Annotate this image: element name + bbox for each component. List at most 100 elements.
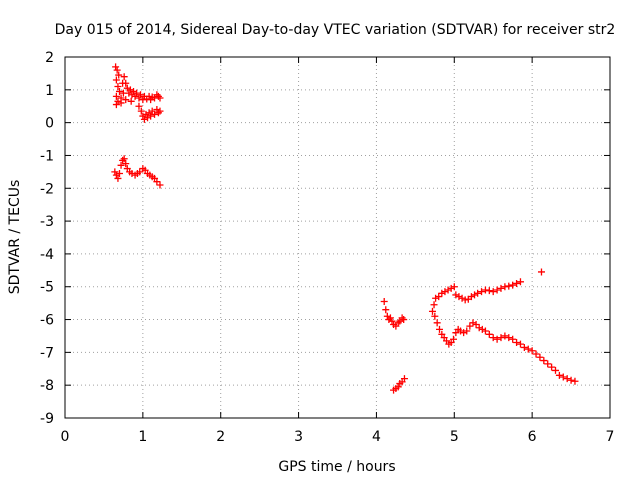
data-point <box>383 312 391 320</box>
data-point <box>112 76 120 84</box>
data-point <box>394 319 402 327</box>
data-point <box>485 287 493 295</box>
data-point <box>520 343 528 351</box>
data-point <box>444 286 452 294</box>
data-point <box>117 161 125 169</box>
y-axis-label: SDTVAR / TECUs <box>7 180 23 295</box>
data-point <box>469 319 477 327</box>
data-point <box>559 373 567 381</box>
y-tick-label: 0 <box>45 116 54 132</box>
data-point <box>380 297 388 305</box>
data-point <box>140 115 148 123</box>
x-tick-label: 6 <box>528 429 537 445</box>
data-point <box>481 327 489 335</box>
data-point <box>433 319 441 327</box>
data-point <box>431 312 439 320</box>
data-point <box>505 334 513 342</box>
data-point <box>438 289 446 297</box>
data-point <box>536 353 544 361</box>
series-upper-early <box>112 63 164 123</box>
data-point <box>513 279 521 287</box>
data-point <box>139 96 147 104</box>
data-point <box>455 293 463 301</box>
data-point <box>501 332 509 340</box>
data-point <box>447 284 455 292</box>
data-point <box>127 97 135 105</box>
data-point <box>513 339 521 347</box>
data-point <box>450 335 458 343</box>
data-point <box>472 320 480 328</box>
y-tick-label: -8 <box>40 378 54 394</box>
data-point <box>128 91 136 99</box>
data-point <box>516 340 524 348</box>
data-point <box>481 286 489 294</box>
data-point <box>114 97 122 105</box>
data-point <box>428 307 436 315</box>
data-point <box>114 174 122 182</box>
data-point <box>509 281 517 289</box>
data-point <box>135 102 143 110</box>
data-point <box>435 325 443 333</box>
data-point <box>114 83 122 91</box>
data-point <box>116 87 123 95</box>
x-tick-label: 4 <box>372 429 381 445</box>
data-point <box>154 109 162 117</box>
grid <box>65 57 610 418</box>
data-point <box>133 89 141 97</box>
data-point <box>475 324 483 332</box>
data-point <box>144 114 152 122</box>
x-tick-label: 5 <box>450 429 459 445</box>
data-point <box>400 316 408 324</box>
y-tick-label: -7 <box>40 345 54 361</box>
data-point <box>139 112 147 120</box>
data-point <box>153 91 161 99</box>
data-points <box>111 63 579 394</box>
x-axis-ticks: 0 1 2 3 4 5 6 7 <box>61 57 614 445</box>
data-point <box>120 73 128 81</box>
data-point <box>123 84 131 92</box>
data-point <box>400 375 408 383</box>
plot-frame <box>64 56 611 419</box>
data-point <box>116 170 123 178</box>
data-point <box>156 181 164 189</box>
data-point <box>571 377 579 385</box>
data-point <box>489 334 497 342</box>
data-point <box>505 282 513 290</box>
data-point <box>516 278 524 286</box>
data-point <box>398 314 406 322</box>
y-tick-label: 2 <box>45 50 54 66</box>
data-point <box>524 345 532 353</box>
data-point <box>154 92 162 100</box>
y-tick-label: -4 <box>40 247 54 263</box>
data-point <box>493 335 501 343</box>
data-point <box>528 347 536 355</box>
data-point <box>125 89 133 97</box>
series-upper-late <box>428 268 545 315</box>
data-point <box>145 109 153 117</box>
data-point <box>131 92 139 100</box>
data-point <box>540 357 548 365</box>
data-point <box>112 63 120 71</box>
data-point <box>467 293 475 301</box>
data-point <box>156 107 164 115</box>
series-lower-early <box>111 155 164 189</box>
data-point <box>147 112 155 120</box>
data-point <box>441 288 449 296</box>
data-point <box>552 366 559 374</box>
y-axis-ticks: 2 1 0 -1 -2 -3 -4 -5 -6 -7 -8 -9 <box>40 50 610 427</box>
y-tick-label: -5 <box>40 280 54 296</box>
data-point <box>430 301 438 309</box>
data-point <box>113 66 121 74</box>
x-tick-label: 2 <box>216 429 225 445</box>
data-point <box>471 291 479 299</box>
data-point <box>563 375 571 383</box>
data-point <box>120 155 128 163</box>
data-point <box>537 268 545 276</box>
data-point <box>432 294 440 302</box>
data-point <box>478 325 486 333</box>
y-tick-label: -3 <box>40 214 54 230</box>
data-point <box>119 156 127 164</box>
data-point <box>122 160 130 168</box>
y-tick-label: -9 <box>40 411 54 427</box>
